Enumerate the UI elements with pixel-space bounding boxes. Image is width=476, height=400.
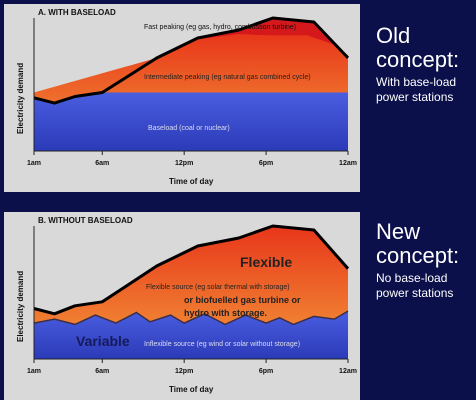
label-fast-peaking: Fast peaking (eg gas, hydro, combustion … — [144, 24, 296, 31]
y-axis-label: Electricity demand — [16, 271, 25, 342]
caption-old-concept-title: Old concept: — [376, 23, 460, 72]
demand-curve-line — [33, 16, 350, 105]
chart-panel-with-baseload: Fast peaking (eg gas, hydro, combustion … — [4, 4, 360, 192]
chart-with-baseload: Fast peaking (eg gas, hydro, combustion … — [16, 16, 357, 186]
demand-curve-line — [33, 224, 350, 316]
x-tick-label: 12pm — [175, 160, 193, 167]
x-axis-label: Time of day — [169, 177, 214, 186]
x-tick-label: 1am — [27, 160, 41, 167]
label-inflexible-source: Inflexible source (eg wind or solar with… — [144, 341, 300, 348]
x-tick-label: 1am — [27, 368, 41, 375]
x-tick-label: 12pm — [175, 368, 193, 375]
x-tick-label: 6pm — [259, 160, 273, 167]
x-tick-label: 6pm — [259, 368, 273, 375]
chart-panel-without-baseload: Flexible Flexible source (eg solar therm… — [4, 212, 360, 400]
caption-new-concept-title: New concept: — [376, 219, 460, 268]
label-flexible-line2: or biofuelled gas turbine or — [184, 295, 301, 305]
variable-supply-line — [33, 310, 349, 326]
y-axis-label: Electricity demand — [16, 63, 25, 134]
caption-old-concept-subtitle: With base-load power stations — [376, 75, 457, 104]
x-tick-label: 6am — [95, 160, 109, 167]
caption-new-concept: New concept: No base-load power stations — [376, 220, 476, 301]
label-flexible-source: Flexible source (eg solar thermal with s… — [146, 284, 290, 291]
label-variable-big: Variable — [76, 333, 130, 349]
x-axis-label: Time of day — [169, 385, 214, 394]
label-intermediate-peaking: Intermediate peaking (eg natural gas com… — [144, 74, 311, 81]
label-baseload: Baseload (coal or nuclear) — [148, 125, 230, 132]
chart-without-baseload: Flexible Flexible source (eg solar therm… — [16, 224, 357, 394]
label-flexible-line3: hydro with storage. — [184, 308, 267, 318]
panel-title-a: A. WITH BASELOAD — [38, 8, 116, 17]
caption-old-concept: Old concept: With base-load power statio… — [376, 24, 476, 105]
series-baseload-area — [34, 92, 348, 151]
panel-title-b: B. WITHOUT BASELOAD — [38, 216, 133, 225]
caption-new-concept-subtitle: No base-load power stations — [376, 271, 454, 300]
label-flexible-big: Flexible — [240, 254, 292, 270]
x-tick-label: 6am — [95, 368, 109, 375]
x-tick-label: 12am — [339, 368, 357, 375]
series-inflexible-area — [34, 311, 348, 359]
x-tick-label: 12am — [339, 160, 357, 167]
